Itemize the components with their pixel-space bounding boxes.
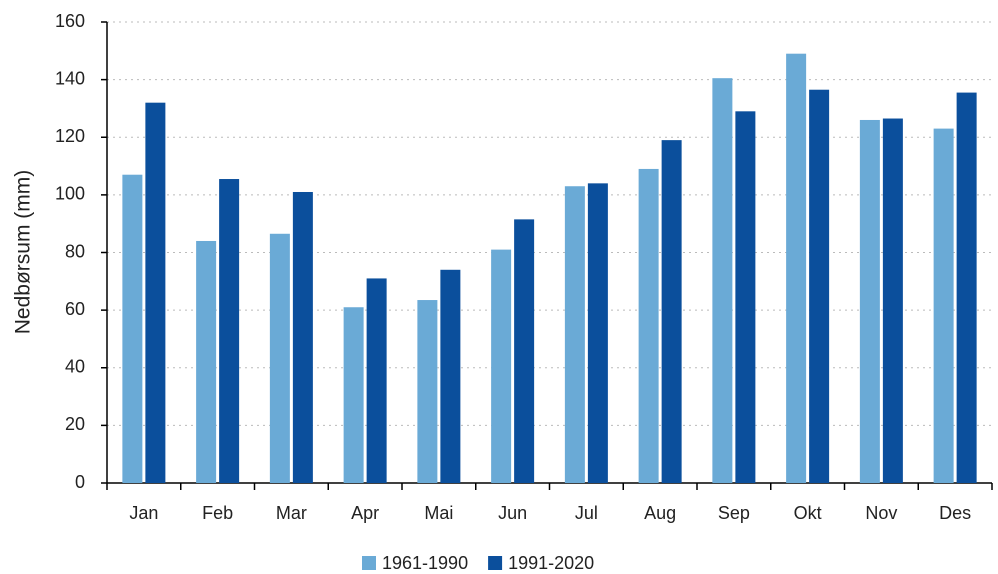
bar <box>196 240 217 483</box>
bar <box>956 92 977 483</box>
bar <box>269 233 290 483</box>
bar <box>661 140 682 483</box>
y-tick-label: 140 <box>55 68 85 88</box>
bar <box>809 89 830 483</box>
bar <box>859 119 880 484</box>
bar <box>417 300 438 483</box>
bar <box>882 118 903 483</box>
x-tick-label: Sep <box>718 503 750 523</box>
x-tick-label: Nov <box>865 503 897 523</box>
x-tick-label: Mar <box>276 503 307 523</box>
y-tick-label: 20 <box>65 414 85 434</box>
x-tick-label: Jan <box>129 503 158 523</box>
x-tick-label: Des <box>939 503 971 523</box>
bar <box>514 219 535 483</box>
x-tick-label: Feb <box>202 503 233 523</box>
bar <box>366 278 387 483</box>
bar <box>564 186 585 483</box>
bar <box>587 183 608 483</box>
legend-label: 1991-2020 <box>508 553 594 573</box>
bar <box>440 269 461 483</box>
x-tick-label: Okt <box>794 503 822 523</box>
bar <box>712 78 733 483</box>
x-tick-label: Mai <box>424 503 453 523</box>
y-tick-label: 100 <box>55 184 85 204</box>
bar <box>343 307 364 483</box>
x-tick-label: Jun <box>498 503 527 523</box>
y-tick-label: 40 <box>65 357 85 377</box>
bar <box>219 179 240 483</box>
bar <box>735 111 756 483</box>
legend-swatch <box>362 556 376 570</box>
bar <box>491 249 512 483</box>
y-tick-label: 120 <box>55 126 85 146</box>
y-axis-label: Nedbørsum (mm) <box>12 170 35 335</box>
y-tick-label: 0 <box>75 472 85 492</box>
legend-swatch <box>488 556 503 570</box>
y-tick-label: 60 <box>65 299 85 319</box>
x-tick-label: Apr <box>351 503 379 523</box>
bar <box>933 128 954 483</box>
y-tick-label: 80 <box>65 241 85 261</box>
x-tick-label: Jul <box>575 503 598 523</box>
bar <box>786 53 807 483</box>
bar <box>638 168 659 483</box>
y-tick-label: 160 <box>55 11 85 31</box>
bar <box>122 174 143 484</box>
legend-label: 1961-1990 <box>382 553 468 573</box>
bar <box>292 191 313 483</box>
bar <box>145 102 166 484</box>
x-tick-label: Aug <box>644 503 676 523</box>
